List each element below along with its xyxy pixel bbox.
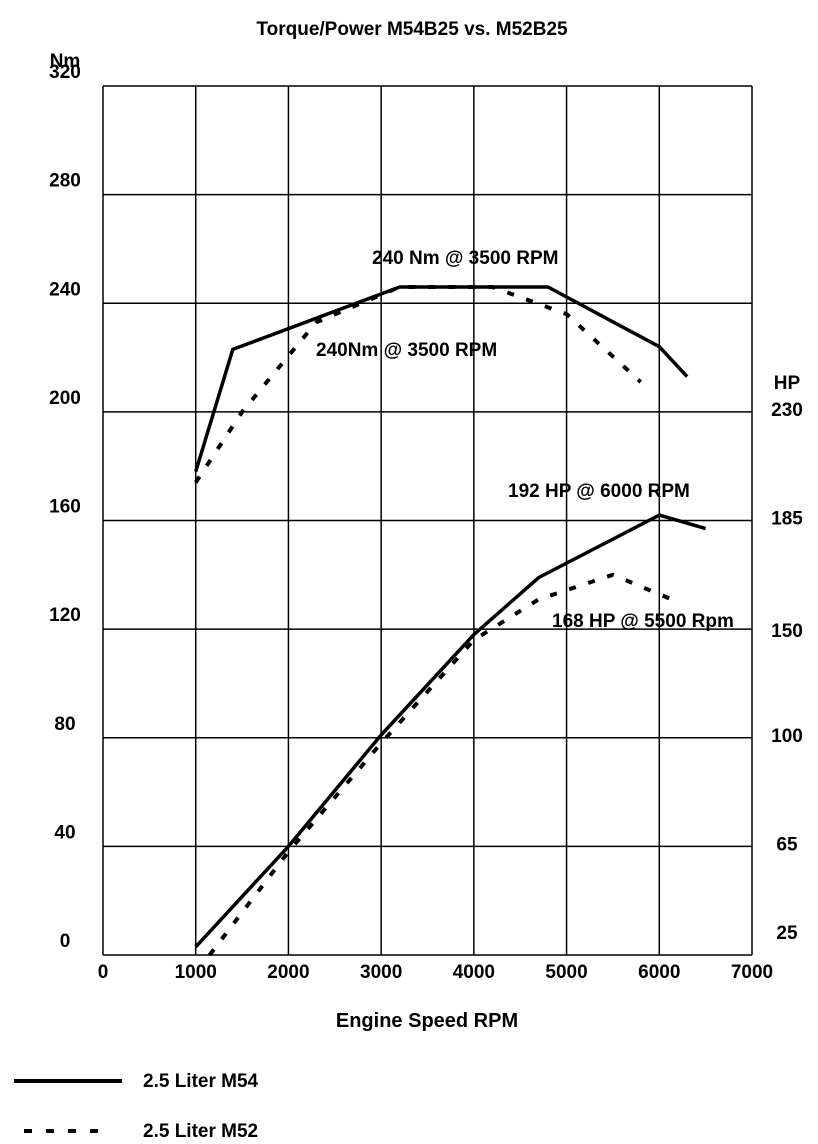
x-axis-label: Engine Speed RPM xyxy=(336,1010,518,1032)
y-left-tick-label: 120 xyxy=(49,605,81,626)
y-left-tick-label: 160 xyxy=(49,497,81,518)
y-right-tick-label: 230 xyxy=(771,400,803,421)
y-left-tick-label: 40 xyxy=(54,822,75,843)
annotation-m52-torque-peak: 240Nm @ 3500 RPM xyxy=(316,340,497,361)
series-layer xyxy=(194,285,707,957)
y-right-tick-label: 185 xyxy=(771,509,803,530)
annotation-m52-power-peak: 168 HP @ 5500 Rpm xyxy=(552,611,734,632)
y-right-tick-label: 65 xyxy=(776,834,798,855)
y-left-unit: Nm xyxy=(50,51,81,72)
y-left-tick-label: 320 xyxy=(49,62,81,83)
x-tick-label: 2000 xyxy=(267,962,309,983)
chart-title: Torque/Power M54B25 vs. M52B25 xyxy=(256,19,568,40)
y-left-tick-label: 80 xyxy=(54,714,75,735)
annotation-m54-power-peak: 192 HP @ 6000 RPM xyxy=(508,481,690,502)
y-left-tick-label: 200 xyxy=(49,388,81,409)
x-tick-label: 0 xyxy=(98,962,109,983)
y-right-unit: HP xyxy=(774,373,801,394)
x-tick-label: 5000 xyxy=(545,962,587,983)
grid xyxy=(102,85,753,956)
series-torque-m54-line xyxy=(194,285,689,473)
legend: 2.5 Liter M54 2.5 Liter M52 xyxy=(14,1071,259,1142)
x-tick-label: 1000 xyxy=(175,962,217,983)
series-torque-m52-line xyxy=(194,285,643,484)
legend-label-m52: 2.5 Liter M52 xyxy=(143,1121,258,1142)
x-tick-label: 3000 xyxy=(360,962,402,983)
x-tick-label: 4000 xyxy=(453,962,495,983)
x-axis-ticks: 0 1000 2000 3000 4000 5000 6000 7000 xyxy=(98,962,773,983)
legend-label-m54: 2.5 Liter M54 xyxy=(143,1071,259,1092)
y-axis-right: 230 185 150 100 65 25 xyxy=(771,400,803,944)
annotation-m54-torque-peak: 240 Nm @ 3500 RPM xyxy=(372,248,558,269)
y-left-tick-label: 280 xyxy=(49,171,81,192)
y-right-tick-label: 150 xyxy=(771,621,803,642)
y-left-tick-label: 0 xyxy=(60,931,71,952)
y-right-tick-label: 25 xyxy=(776,923,798,944)
y-left-tick-label: 240 xyxy=(49,279,81,300)
y-axis-left: 320 280 240 200 160 120 80 40 0 xyxy=(49,62,81,952)
y-right-tick-label: 100 xyxy=(771,726,803,747)
series-power-m52-line xyxy=(208,572,679,957)
x-tick-label: 7000 xyxy=(731,962,773,983)
x-tick-label: 6000 xyxy=(638,962,680,983)
series-power-m54-line xyxy=(194,513,707,949)
